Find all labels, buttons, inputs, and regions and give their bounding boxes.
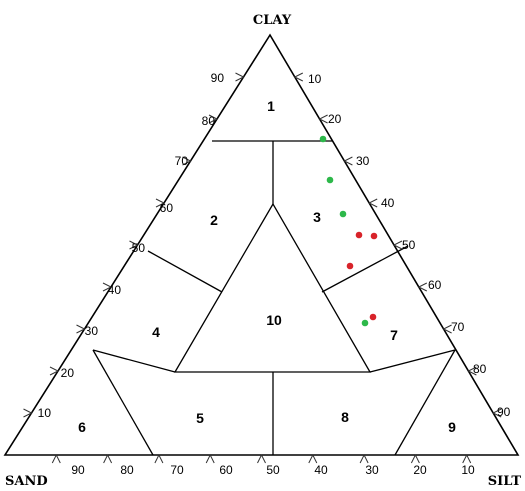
zone-label-3: 3 — [313, 209, 321, 225]
zone-label-9: 9 — [448, 419, 456, 435]
left-tick-label: 30 — [85, 324, 99, 338]
green-sample-point — [339, 210, 347, 218]
tick-mark — [208, 114, 219, 124]
tick-mark — [368, 198, 378, 208]
left-tick-label: 40 — [108, 283, 122, 297]
tick-mark — [49, 366, 60, 376]
bottom-tick-label: 60 — [219, 463, 233, 477]
tick-mark — [103, 453, 113, 464]
left-tick-label: 80 — [202, 114, 216, 128]
corner-label-silt: SILT — [488, 474, 522, 489]
tick-mark — [182, 156, 192, 166]
red-sample-point — [369, 313, 377, 321]
tick-mark — [343, 156, 353, 166]
right-tick-label: 90 — [497, 405, 511, 419]
tick-mark — [392, 240, 403, 250]
left-tick-label: 60 — [160, 201, 174, 215]
tick-mark — [235, 72, 245, 82]
zone-label-7: 7 — [390, 327, 398, 343]
left-tick-label: 50 — [132, 241, 146, 255]
right-tick-label: 30 — [356, 154, 370, 168]
tick-mark — [417, 282, 428, 292]
tick-mark — [467, 366, 477, 376]
bottom-tick-label: 20 — [413, 463, 427, 477]
bottom-tick-label: 90 — [71, 463, 85, 477]
tick-mark — [257, 453, 266, 464]
right-tick-label: 70 — [451, 320, 465, 334]
bottom-tick-label: 80 — [120, 463, 134, 477]
tick-mark — [293, 72, 304, 82]
zone-label-8: 8 — [341, 409, 349, 425]
tick-mark — [308, 453, 318, 464]
tick-mark — [129, 240, 139, 250]
right-tick-label: 10 — [308, 72, 322, 86]
tick-mark — [442, 324, 452, 334]
sample-points — [319, 135, 378, 327]
tick-mark — [155, 198, 166, 208]
green-sample-point — [319, 135, 327, 143]
tick-mark — [410, 453, 420, 464]
red-sample-point — [355, 231, 363, 239]
right-tick-label: 60 — [428, 278, 442, 292]
tick-mark — [492, 408, 502, 418]
bottom-tick-label: 30 — [365, 463, 379, 477]
zone-label-4: 4 — [152, 324, 160, 340]
green-sample-point — [361, 319, 369, 327]
tick-marks — [23, 72, 502, 464]
tick-mark — [154, 453, 164, 464]
right-tick-label: 40 — [381, 196, 395, 210]
left-tick-label: 70 — [175, 154, 189, 168]
corner-label-sand: SAND — [5, 474, 48, 489]
outer-triangle — [3, 33, 520, 456]
zone-label-1: 1 — [267, 98, 275, 114]
right-tick-label: 20 — [328, 112, 342, 126]
tick-mark — [102, 282, 113, 292]
green-sample-point — [326, 176, 334, 184]
bottom-tick-label: 40 — [314, 463, 328, 477]
bottom-tick-label: 10 — [461, 463, 475, 477]
tick-mark — [51, 453, 61, 464]
bottom-tick-label: 70 — [170, 463, 184, 477]
left-tick-label: 90 — [211, 71, 225, 85]
zone-boundaries — [92, 140, 456, 456]
left-tick-label: 20 — [61, 366, 75, 380]
left-tick-label: 10 — [38, 406, 52, 420]
bottom-tick-label: 50 — [266, 463, 280, 477]
zone-label-2: 2 — [210, 212, 218, 228]
zone-label-6: 6 — [78, 419, 86, 435]
tick-mark — [462, 453, 472, 464]
tick-mark — [359, 453, 369, 464]
zone-label-5: 5 — [196, 410, 204, 426]
red-sample-point — [370, 232, 378, 240]
right-tick-label: 80 — [473, 362, 487, 376]
tick-mark — [76, 324, 86, 334]
tick-mark — [205, 453, 215, 464]
right-tick-label: 50 — [402, 238, 416, 252]
tick-mark — [318, 114, 328, 124]
corner-label-clay: CLAY — [253, 13, 292, 28]
red-sample-point — [346, 262, 354, 270]
zone-label-10: 10 — [266, 312, 282, 328]
tick-mark — [23, 408, 33, 418]
